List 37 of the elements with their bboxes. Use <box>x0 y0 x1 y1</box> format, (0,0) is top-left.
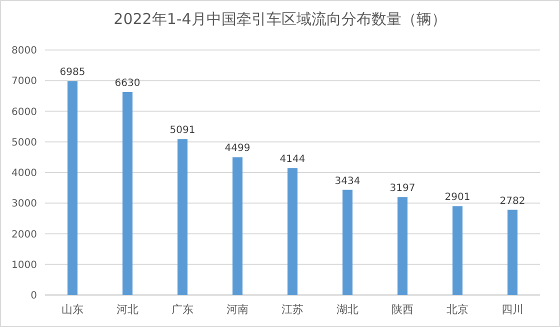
x-tick-label: 广东 <box>172 303 194 316</box>
bar <box>122 92 132 295</box>
data-label: 6985 <box>60 67 86 78</box>
x-tick-label: 河南 <box>226 303 248 316</box>
data-label: 4144 <box>280 154 306 166</box>
bar <box>398 197 408 295</box>
data-label: 2901 <box>444 192 470 204</box>
x-tick-label: 山东 <box>62 303 84 316</box>
y-tick-label: 2000 <box>12 229 37 240</box>
y-tick-label: 5000 <box>12 137 37 148</box>
x-tick-label: 河北 <box>116 303 138 316</box>
bar <box>232 157 242 295</box>
data-label: 6630 <box>114 78 140 89</box>
bar <box>342 190 352 295</box>
data-label: 4499 <box>224 143 250 154</box>
y-tick-label: 3000 <box>12 198 37 210</box>
data-label: 3197 <box>390 183 416 194</box>
chart-title: 2022年1-4月中国牵引车区域流向分布数量（辆） <box>114 10 446 28</box>
x-tick-label: 陕西 <box>392 303 414 316</box>
bar <box>508 210 518 295</box>
x-tick-label: 江苏 <box>282 303 304 316</box>
y-tick-label: 6000 <box>12 106 37 118</box>
x-tick-label: 四川 <box>502 303 524 316</box>
y-tick-label: 0 <box>30 290 37 302</box>
x-tick-label: 湖北 <box>336 303 358 316</box>
y-tick-label: 8000 <box>12 46 37 56</box>
bar <box>452 206 462 295</box>
data-label: 2782 <box>500 196 526 207</box>
bar <box>288 168 298 295</box>
data-label: 3434 <box>334 176 360 187</box>
x-tick-label: 北京 <box>446 303 468 316</box>
bar <box>178 139 188 295</box>
bar <box>68 81 78 295</box>
data-label: 5091 <box>170 125 196 136</box>
y-tick-label: 4000 <box>12 168 37 179</box>
y-tick-label: 7000 <box>12 76 37 88</box>
y-tick-label: 1000 <box>12 260 37 271</box>
